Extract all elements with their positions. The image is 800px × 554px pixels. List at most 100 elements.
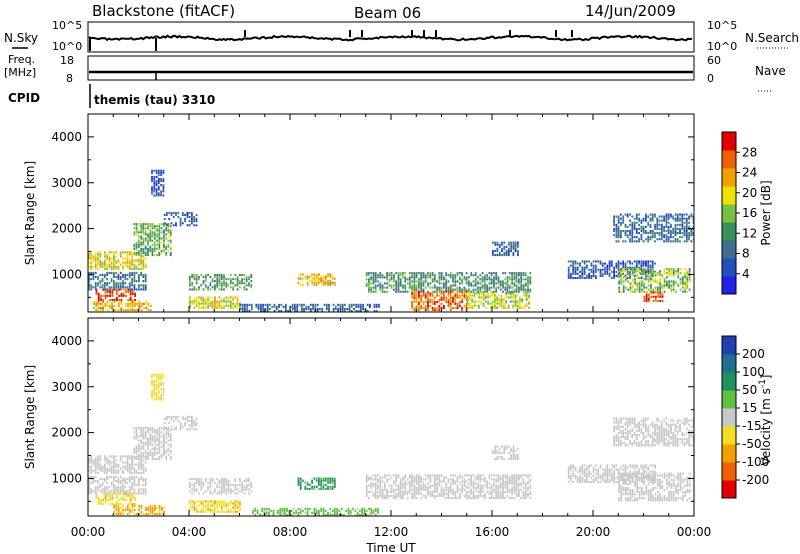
echo-cell [638, 280, 641, 283]
echo-cell [239, 502, 241, 505]
echo-cell [151, 435, 154, 438]
echo-cell [495, 486, 498, 489]
echo-cell [108, 469, 111, 472]
echo-cell [626, 225, 629, 228]
echo-cell [404, 490, 407, 493]
echo-cell [169, 231, 172, 234]
echo-cell [155, 190, 158, 193]
echo-cell [404, 484, 407, 487]
echo-cell [656, 238, 659, 241]
echo-cell [422, 284, 425, 287]
echo-cell [140, 263, 143, 266]
echo-cell [316, 309, 319, 312]
echo-cell [140, 467, 143, 470]
echo-cell [490, 494, 493, 497]
echo-cell [198, 300, 200, 303]
echo-cell [681, 219, 684, 222]
echo-cell [363, 507, 366, 510]
echo-cell [309, 307, 312, 310]
echo-cell [103, 253, 106, 256]
echo-cell [158, 506, 161, 509]
echo-cell [147, 227, 149, 230]
echo-cell [420, 497, 423, 500]
echo-cell [218, 302, 221, 305]
echo-cell [445, 488, 448, 491]
echo-cell [153, 190, 156, 193]
echo-cell [347, 507, 350, 510]
echo-cell [634, 288, 636, 291]
echo-cell [613, 217, 615, 220]
echo-cell [151, 188, 153, 191]
echo-cell [663, 236, 665, 239]
echo-cell [127, 298, 130, 301]
echo-cell [633, 266, 636, 269]
echo-cell [379, 488, 382, 491]
echo-cell [404, 476, 407, 479]
echo-cell [676, 219, 679, 222]
echo-cell [138, 458, 140, 461]
echo-cell [106, 492, 108, 495]
echo-cell [427, 304, 429, 307]
echo-cell [370, 490, 373, 493]
echo-cell [411, 307, 413, 310]
echo-cell [122, 480, 124, 483]
echo-cell [142, 480, 145, 483]
echo-cell [501, 249, 503, 252]
echo-cell [505, 252, 508, 255]
echo-cell [193, 306, 196, 309]
echo-cell [220, 484, 223, 487]
echo-cell [524, 282, 527, 285]
echo-cell [117, 490, 120, 493]
echo-cell [118, 502, 121, 505]
echo-cell [645, 274, 648, 277]
echo-cell [127, 494, 130, 497]
echo-cell [102, 300, 104, 303]
echo-cell [344, 309, 346, 312]
echo-cell [324, 279, 327, 282]
echo-cell [634, 282, 636, 285]
echo-cell [97, 502, 100, 505]
echo-cell [234, 506, 237, 509]
echo-cell [365, 490, 368, 493]
echo-cell [640, 221, 643, 224]
echo-cell [245, 280, 248, 283]
echo-cell [167, 443, 170, 446]
echo-cell [592, 470, 595, 473]
echo-cell [331, 277, 334, 280]
echo-cell [429, 478, 432, 481]
echo-cell [97, 261, 99, 264]
echo-cell [449, 304, 452, 307]
echo-cell [229, 274, 232, 277]
echo-cell [103, 480, 106, 483]
echo-cell [151, 171, 153, 174]
echo-cell [508, 482, 511, 485]
echo-cell [503, 449, 506, 452]
echo-cell [648, 297, 650, 300]
echo-cell [629, 213, 631, 216]
echo-cell [413, 484, 416, 487]
echo-cell [583, 478, 586, 481]
echo-cell [492, 249, 494, 252]
echo-cell [92, 480, 95, 483]
echo-cell [606, 266, 609, 269]
echo-cell [117, 471, 120, 474]
echo-cell [158, 231, 161, 234]
echo-cell [634, 278, 636, 281]
echo-cell [131, 309, 134, 312]
echo-cell [513, 488, 516, 491]
echo-cell [431, 278, 434, 281]
echo-cell [93, 307, 95, 310]
echo-cell [156, 447, 158, 450]
echo-cell [684, 268, 686, 271]
echo-cell [408, 486, 411, 489]
echo-cell [134, 298, 136, 301]
echo-cell [88, 480, 90, 483]
echo-cell [595, 468, 597, 471]
echo-cell [353, 307, 355, 310]
echo-cell [613, 466, 615, 469]
echo-cell [363, 513, 366, 516]
echo-cell [322, 283, 325, 286]
echo-cell [328, 305, 330, 308]
echo-cell [220, 286, 223, 289]
echo-cell [617, 219, 620, 222]
